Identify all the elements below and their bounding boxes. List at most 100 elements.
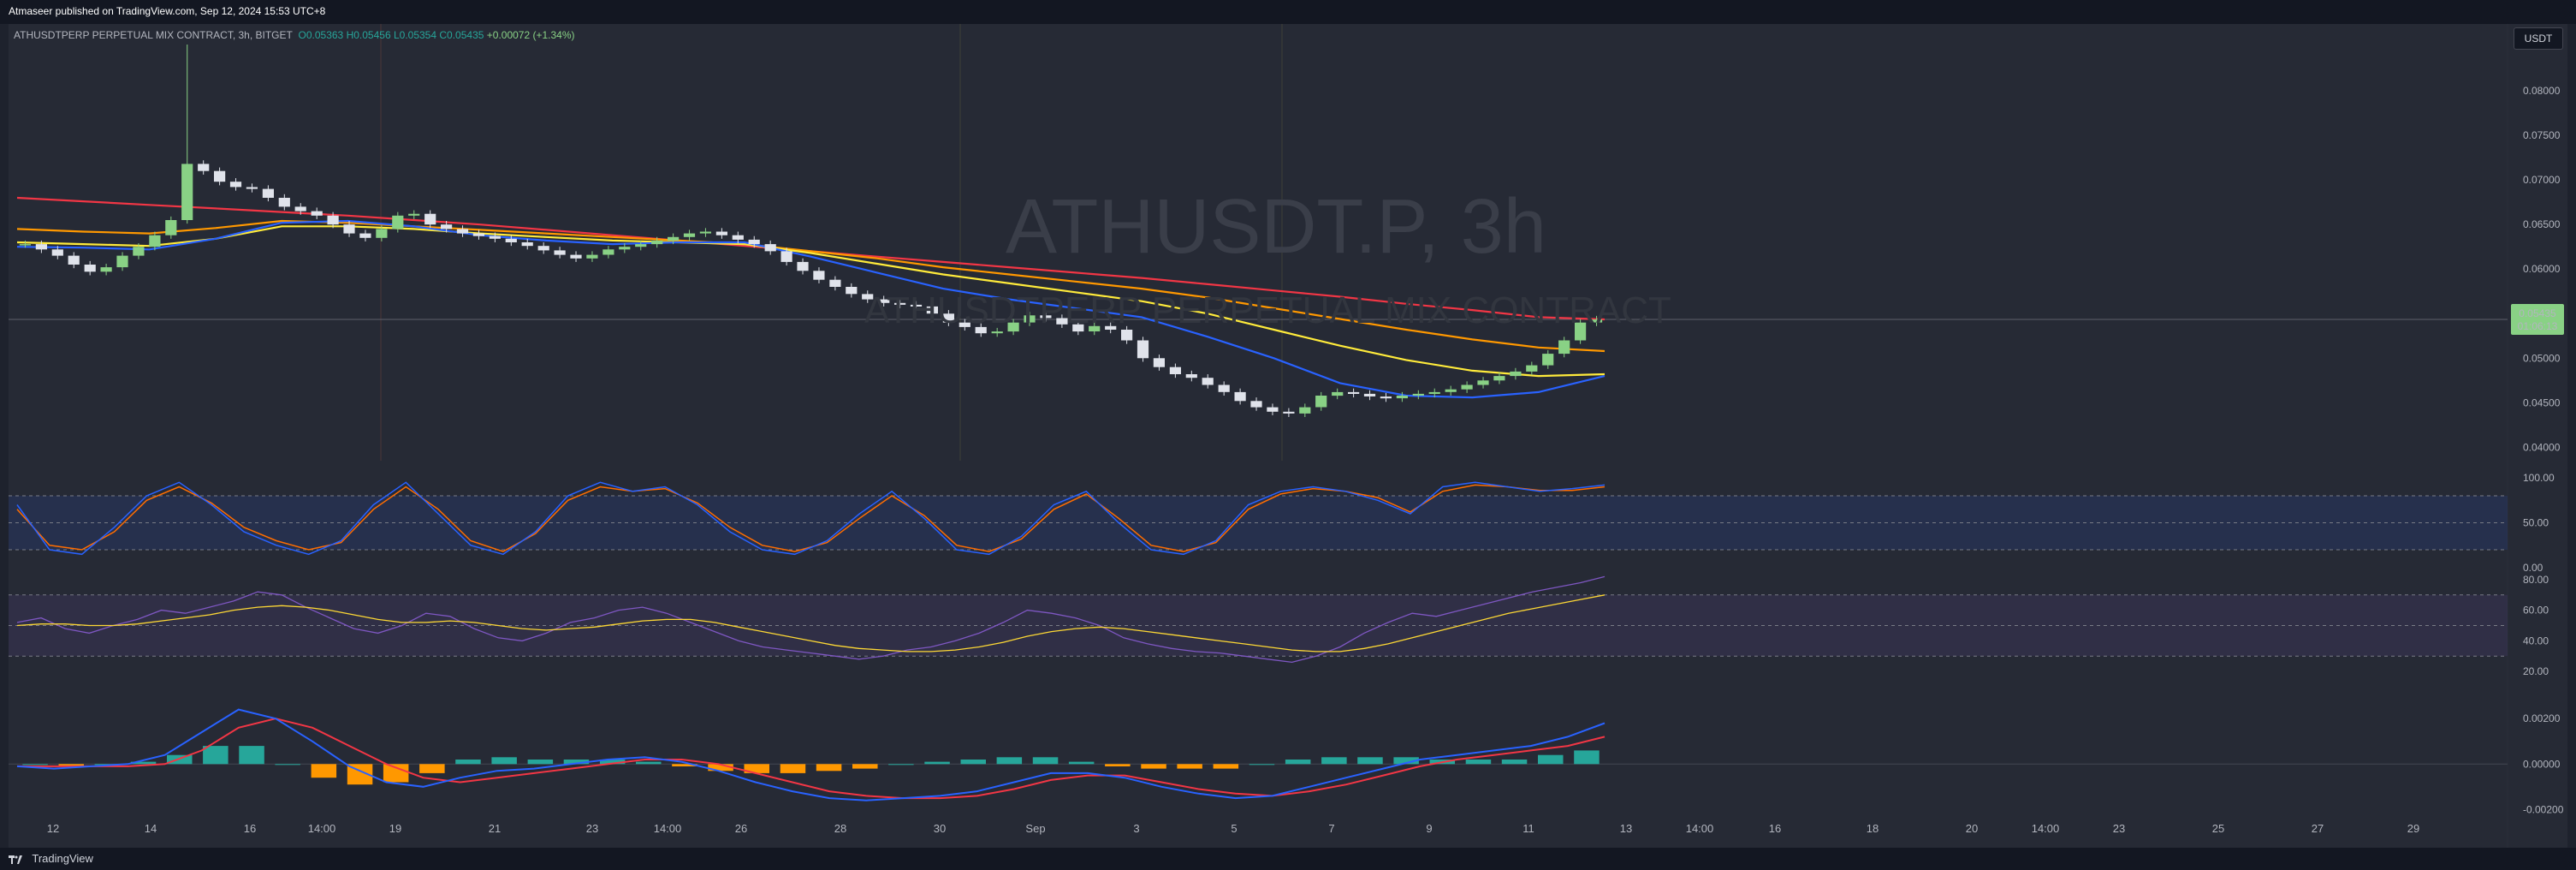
legend-low: L0.05354 (393, 29, 437, 41)
candle-body (1024, 315, 1036, 323)
candle-body (1299, 407, 1311, 414)
macd-histogram-bar (1357, 757, 1383, 765)
candle-body (408, 213, 420, 216)
legend-close: C0.05435 (439, 29, 484, 41)
x-axis-tick-label: 29 (2407, 822, 2419, 835)
candle-body (359, 233, 371, 238)
x-axis-tick-label: Sep (1025, 822, 1045, 835)
stoch-k-line (16, 481, 1606, 556)
candle-body (1363, 393, 1376, 396)
macd-tick-label: -0.00200 (2523, 803, 2564, 815)
candle-body (1493, 376, 1505, 381)
price-tick-label: 0.04500 (2523, 396, 2561, 408)
macd-histogram-bar (130, 761, 157, 765)
macd-histogram-bar (1105, 764, 1131, 766)
rsi-tick-label: 40.00 (2523, 635, 2549, 647)
candle-body (133, 247, 145, 256)
candle-body (1412, 393, 1424, 396)
macd-histogram-bar (1393, 757, 1419, 765)
watermark-subtitle: ATHUSDTPERP PERPETUAL MIX CONTRACT (864, 289, 1671, 331)
macd-histogram-bar (852, 764, 878, 769)
macd-tick-label: 0.00200 (2523, 712, 2561, 724)
macd-signal-line (17, 718, 1606, 800)
candle-body (1396, 396, 1408, 399)
candle-body (1250, 401, 1262, 408)
macd-histogram-bar (1032, 757, 1059, 765)
x-axis-tick-label: 18 (1867, 822, 1879, 835)
candle-body (1040, 315, 1052, 319)
candle-body (1234, 391, 1246, 402)
candle-body (942, 313, 954, 323)
candle-body (246, 187, 258, 189)
legend-symbol[interactable]: ATHUSDTPERP PERPETUAL MIX CONTRACT, 3h, … (14, 29, 293, 41)
price-tick-label: 0.08000 (2523, 85, 2561, 97)
chart-area[interactable]: 0.085000.080000.075000.070000.065000.060… (9, 24, 2567, 848)
x-axis-tick-label: 19 (389, 822, 401, 835)
x-axis-tick-label: 12 (47, 822, 59, 835)
candle-body (424, 213, 436, 225)
publisher-info: Atmaseer published on TradingView.com, S… (9, 5, 326, 17)
candle-body (441, 224, 453, 229)
candle-body (764, 244, 776, 252)
candle-body (35, 244, 47, 250)
ema-line (16, 219, 1606, 353)
candle-body (1121, 330, 1133, 341)
candle-body (813, 271, 825, 280)
currency-button[interactable]: USDT (2514, 27, 2563, 50)
x-axis-tick-label: 23 (586, 822, 598, 835)
candle-body (619, 247, 631, 250)
candle-body (699, 231, 711, 234)
candle-body (894, 302, 906, 305)
candle-body (1072, 324, 1084, 332)
candle-body (683, 233, 696, 237)
candle-body (1380, 396, 1392, 399)
candle-body (1169, 366, 1181, 374)
macd-histogram-bar (203, 746, 229, 765)
x-axis-tick-label: 9 (1426, 822, 1432, 835)
macd-histogram-bar (58, 764, 84, 766)
candle-body (602, 249, 614, 255)
candle-body (343, 224, 355, 234)
macd-histogram-bar (383, 764, 409, 783)
macd-histogram-bar (239, 746, 264, 765)
macd-histogram-bar (563, 760, 590, 765)
candle-body (51, 249, 63, 256)
candle-body (975, 326, 987, 334)
macd-line (16, 708, 1606, 801)
candle-body (537, 246, 549, 251)
x-axis-tick-label: 5 (1231, 822, 1237, 835)
stoch-tick-label: 50.00 (2523, 517, 2549, 529)
macd-histogram-bar (1249, 764, 1275, 766)
candle-body (1185, 374, 1197, 378)
x-axis-tick-label: 20 (1966, 822, 1978, 835)
macd-histogram-bar (1501, 760, 1528, 765)
x-axis-tick-label: 27 (2312, 822, 2324, 835)
macd-histogram-bar (491, 757, 517, 765)
candle-body (570, 254, 582, 259)
macd-histogram-bar (1465, 760, 1492, 765)
candle-body (878, 299, 890, 303)
candle-body (84, 265, 96, 272)
price-tick-label: 0.06000 (2523, 263, 2561, 275)
candle-body (1315, 396, 1327, 408)
candle-body (1526, 365, 1538, 372)
candle-body (586, 254, 598, 259)
candle-body (651, 240, 663, 245)
tradingview-brand[interactable]: TradingView (9, 852, 93, 865)
macd-histogram-bar (1141, 764, 1166, 769)
x-axis-tick-label: 16 (1769, 822, 1781, 835)
candle-body (862, 294, 874, 300)
candle-body (1510, 371, 1522, 377)
candle-body (1267, 407, 1279, 412)
candle-body (1202, 378, 1214, 385)
candle-body (278, 198, 290, 207)
candle-body (376, 229, 388, 238)
macd-histogram-bar (1177, 764, 1202, 769)
ema-line (16, 225, 1606, 378)
candle-body (1089, 325, 1101, 331)
candle-body (926, 306, 938, 314)
candle-body (732, 235, 744, 240)
chart-svg[interactable]: 0.085000.080000.075000.070000.065000.060… (9, 24, 2567, 848)
macd-histogram-bar (744, 764, 769, 773)
x-axis-tick-label: 14:00 (1686, 822, 1714, 835)
